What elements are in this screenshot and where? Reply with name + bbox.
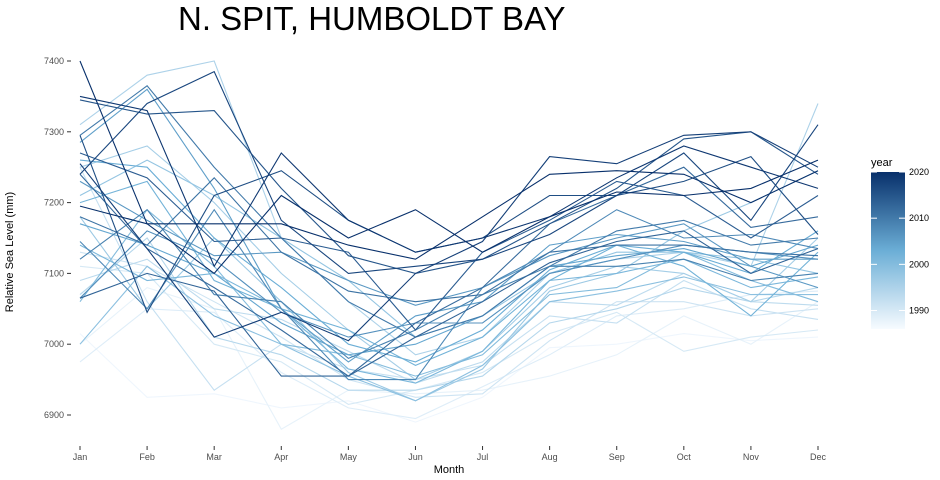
y-axis: 6900 7000 7100 7200 7300 7400 [44, 56, 71, 420]
series-lines [79, 60, 819, 430]
series-line-2011 [79, 177, 819, 303]
x-axis: Jan Feb Mar Apr May Jun Jul Aug Sep Oct Nov Dec [73, 446, 827, 462]
x-tick-label: Oct [677, 452, 692, 462]
legend-title: year [871, 157, 893, 169]
y-tick-label: 7000 [44, 339, 64, 349]
series-line-1999 [79, 265, 818, 402]
series-line-2013 [79, 230, 819, 377]
x-tick-label: Mar [206, 452, 222, 462]
y-tick-label: 7300 [44, 127, 64, 137]
legend-tick-label: 1990 [909, 306, 929, 316]
x-tick-label: Dec [810, 452, 827, 462]
series-line-1993 [79, 258, 819, 384]
x-tick-label: Sep [609, 452, 625, 462]
series-line-1989 [79, 290, 819, 420]
x-tick-label: Jan [73, 452, 88, 462]
series-line-2006 [79, 180, 819, 306]
x-tick-label: Jul [477, 452, 489, 462]
series-line-2002 [79, 180, 819, 367]
series-line-2012 [79, 166, 819, 377]
series-line-2005 [79, 88, 818, 363]
series-line-1997 [79, 170, 819, 402]
x-axis-label: Month [434, 464, 465, 476]
series-line-2015 [79, 99, 819, 274]
series-line-2010 [79, 85, 819, 338]
x-tick-label: Apr [274, 452, 288, 462]
series-line-2020 [79, 60, 819, 275]
chart-title: N. SPIT, HUMBOLDT BAY [178, 0, 566, 37]
series-line-1987 [79, 333, 819, 423]
series-line-2019 [79, 95, 819, 268]
x-tick-label: Feb [139, 452, 155, 462]
series-line-2004 [79, 223, 819, 356]
x-tick-label: Aug [542, 452, 558, 462]
series-line-2021 [79, 170, 819, 260]
series-line-2017 [79, 70, 819, 274]
series-line-2009 [79, 208, 819, 360]
series-line-2003 [79, 159, 819, 363]
x-tick-label: Jun [408, 452, 423, 462]
y-tick-label: 6900 [44, 410, 64, 420]
series-line-2000 [79, 208, 819, 377]
x-tick-label: Nov [743, 452, 760, 462]
series-line-2008 [79, 208, 819, 381]
y-tick-label: 7400 [44, 56, 64, 66]
series-line-2014 [79, 152, 819, 331]
series-line-1991 [79, 251, 819, 398]
legend-tick-label: 2000 [909, 259, 929, 269]
series-line-2001 [79, 244, 819, 384]
y-tick-label: 7100 [44, 268, 64, 278]
y-axis-label: Relative Sea Level (mm) [4, 192, 16, 312]
series-line-1990 [79, 265, 819, 405]
legend: year 1990 2000 2010 2020 [871, 157, 929, 329]
y-tick-label: 7200 [44, 198, 64, 208]
legend-ticks: 1990 2000 2010 2020 [871, 167, 929, 316]
legend-colorbar [871, 172, 905, 329]
legend-tick-label: 2010 [909, 213, 929, 223]
series-line-1988 [79, 286, 819, 430]
x-tick-label: May [340, 452, 358, 462]
legend-tick-label: 2020 [909, 167, 929, 177]
series-line-2018 [79, 131, 819, 342]
